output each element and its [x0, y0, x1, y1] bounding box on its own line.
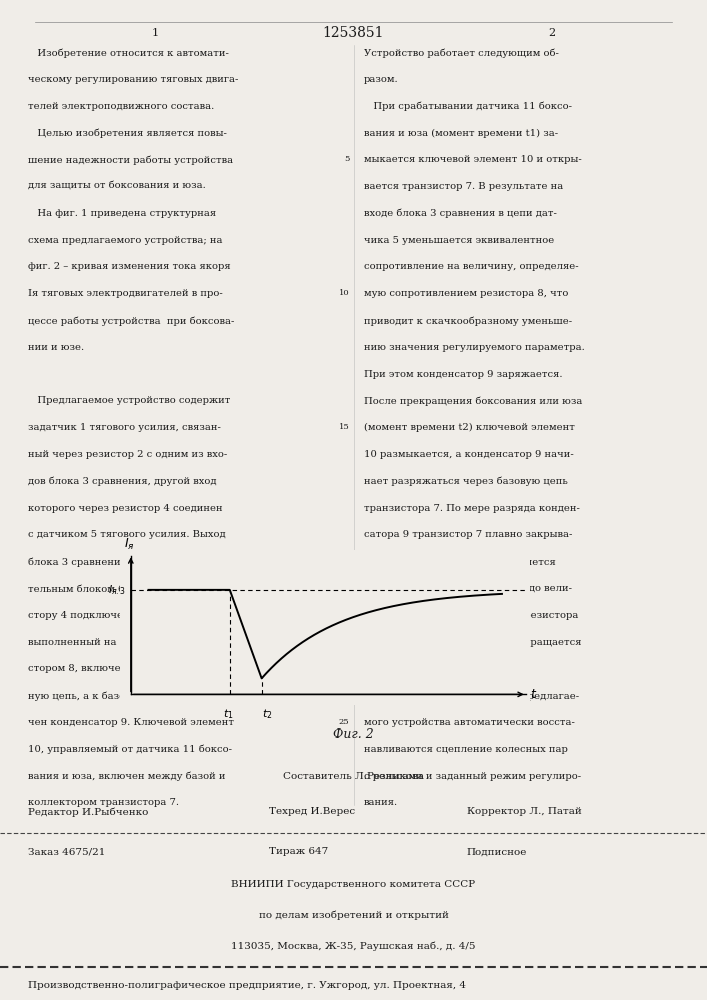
Text: Таким образом, с помощью предлагае-: Таким образом, с помощью предлагае- — [364, 691, 579, 701]
Text: мого устройства автоматически восста-: мого устройства автоматически восста- — [364, 718, 575, 727]
Text: ВНИИПИ Государственного комитета СССР: ВНИИПИ Государственного комитета СССР — [231, 880, 476, 889]
Text: нии и юзе.: нии и юзе. — [28, 343, 84, 352]
Text: нию значения регулируемого параметра.: нию значения регулируемого параметра. — [364, 343, 585, 352]
Text: навливаются сцепление колесных пар: навливаются сцепление колесных пар — [364, 745, 568, 754]
Text: тельным блоком 6. Параллельно рези-: тельным блоком 6. Параллельно рези- — [28, 584, 232, 594]
Text: мую сопротивлением резистора 8, что: мую сопротивлением резистора 8, что — [364, 289, 568, 298]
Text: с рельсами и заданный режим регулиро-: с рельсами и заданный режим регулиро- — [364, 772, 581, 781]
Text: Iя тяговых электродвигателей в про-: Iя тяговых электродвигателей в про- — [28, 289, 223, 298]
Text: Изобретение относится к автомати-: Изобретение относится к автомати- — [28, 48, 229, 57]
Text: Техред И.Верес: Техред И.Верес — [269, 807, 355, 816]
Text: Заказ 4675/21: Заказ 4675/21 — [28, 847, 105, 856]
Text: Тираж 647: Тираж 647 — [269, 847, 328, 856]
Text: $t_1$: $t_1$ — [223, 707, 233, 721]
Text: 20: 20 — [339, 557, 349, 565]
Text: выполненный на транзисторе 7 с рези-: выполненный на транзисторе 7 с рези- — [28, 638, 235, 647]
Text: 2: 2 — [548, 28, 555, 38]
Text: На фиг. 1 приведена структурная: На фиг. 1 приведена структурная — [28, 209, 216, 218]
Text: 1: 1 — [152, 28, 159, 38]
Text: приводит к скачкообразному уменьше-: приводит к скачкообразному уменьше- — [364, 316, 572, 326]
Text: $t_2$: $t_2$ — [262, 707, 272, 721]
Text: (момент времени t2) ключевой элемент: (момент времени t2) ключевой элемент — [364, 423, 575, 432]
Text: стором 8, включенным в его эмиттер-: стором 8, включенным в его эмиттер- — [28, 664, 228, 673]
Text: 10: 10 — [339, 289, 349, 297]
Text: разом.: разом. — [364, 75, 399, 84]
Text: для защиты от боксования и юза.: для защиты от боксования и юза. — [28, 182, 206, 191]
Text: ется и в цепи датчика 5 изменяется: ется и в цепи датчика 5 изменяется — [364, 557, 556, 566]
Text: эквивалентное сопротивление до вели-: эквивалентное сопротивление до вели- — [364, 584, 572, 593]
Text: сатора 9 транзистор 7 плавно закрыва-: сатора 9 транзистор 7 плавно закрыва- — [364, 530, 573, 539]
Text: 113035, Москва, Ж-35, Раушская наб., д. 4/5: 113035, Москва, Ж-35, Раушская наб., д. … — [231, 941, 476, 951]
Text: При срабатывании датчика 11 боксо-: При срабатывании датчика 11 боксо- — [364, 102, 572, 111]
Text: 5: 5 — [344, 155, 349, 163]
Text: блока 3 сравнения связан с исполни-: блока 3 сравнения связан с исполни- — [28, 557, 226, 567]
Text: После прекращения боксования или юза: После прекращения боксования или юза — [364, 396, 583, 406]
Text: вания.: вания. — [364, 798, 398, 807]
Text: $t$: $t$ — [530, 688, 537, 701]
Text: фиг. 2 – кривая изменения тока якоря: фиг. 2 – кривая изменения тока якоря — [28, 262, 231, 271]
Text: с датчиком 5 тягового усилия. Выход: с датчиком 5 тягового усилия. Выход — [28, 530, 226, 539]
Text: $I_{я.3}$: $I_{я.3}$ — [108, 583, 127, 597]
Text: 15: 15 — [339, 423, 349, 431]
Text: $I_я$: $I_я$ — [124, 537, 134, 552]
Text: цессе работы устройства  при боксова-: цессе работы устройства при боксова- — [28, 316, 235, 326]
Text: Корректор Л., Патай: Корректор Л., Патай — [467, 807, 581, 816]
Text: дов блока 3 сравнения, другой вход: дов блока 3 сравнения, другой вход — [28, 477, 217, 486]
Text: транзистора 7. По мере разряда конден-: транзистора 7. По мере разряда конден- — [364, 504, 580, 513]
Text: мыкается ключевой элемент 10 и откры-: мыкается ключевой элемент 10 и откры- — [364, 155, 582, 164]
Text: Редактор И.Рыбченко: Редактор И.Рыбченко — [28, 807, 148, 817]
Text: 10, управляемый от датчика 11 боксо-: 10, управляемый от датчика 11 боксо- — [28, 745, 233, 754]
Text: телей электроподвижного состава.: телей электроподвижного состава. — [28, 102, 214, 111]
Text: вания и юза (момент времени t1) за-: вания и юза (момент времени t1) за- — [364, 128, 559, 138]
Text: входе блока 3 сравнения в цепи дат-: входе блока 3 сравнения в цепи дат- — [364, 209, 557, 218]
Text: схема предлагаемого устройства; на: схема предлагаемого устройства; на — [28, 236, 223, 245]
Text: Производственно-полиграфическое предприятие, г. Ужгород, ул. Проектная, 4: Производственно-полиграфическое предприя… — [28, 981, 467, 990]
Text: нает разряжаться через базовую цепь: нает разряжаться через базовую цепь — [364, 477, 568, 486]
Text: коллектором транзистора 7.: коллектором транзистора 7. — [28, 798, 180, 807]
Text: чины, равной сопротивлению резистора: чины, равной сопротивлению резистора — [364, 611, 578, 620]
Text: стору 4 подключен ключевой элемент,: стору 4 подключен ключевой элемент, — [28, 611, 235, 620]
Text: 4. Система регулирования возвращается: 4. Система регулирования возвращается — [364, 638, 582, 647]
Text: ную цепь, а к базе транзистора 7 подклю-: ную цепь, а к базе транзистора 7 подклю- — [28, 691, 251, 701]
Text: чен конденсатор 9. Ключевой элемент: чен конденсатор 9. Ключевой элемент — [28, 718, 234, 727]
Text: Фиг. 2: Фиг. 2 — [333, 728, 374, 741]
Text: сопротивление на величину, определяе-: сопротивление на величину, определяе- — [364, 262, 579, 271]
Text: Подписное: Подписное — [467, 847, 527, 856]
Text: 10 размыкается, а конденсатор 9 начи-: 10 размыкается, а конденсатор 9 начи- — [364, 450, 574, 459]
Text: шение надежности работы устройства: шение надежности работы устройства — [28, 155, 233, 165]
Text: Устройство работает следующим об-: Устройство работает следующим об- — [364, 48, 559, 57]
Text: вания и юза, включен между базой и: вания и юза, включен между базой и — [28, 772, 226, 781]
Text: которого через резистор 4 соединен: которого через резистор 4 соединен — [28, 504, 223, 513]
Text: Составитель Л.Резникова: Составитель Л.Резникова — [283, 772, 424, 781]
Text: в исходное состояние.: в исходное состояние. — [364, 664, 482, 673]
Text: Целью изобретения является повы-: Целью изобретения является повы- — [28, 128, 227, 138]
Text: по делам изобретений и открытий: по делам изобретений и открытий — [259, 911, 448, 920]
Text: ный через резистор 2 с одним из вхо-: ный через резистор 2 с одним из вхо- — [28, 450, 228, 459]
Text: вается транзистор 7. В результате на: вается транзистор 7. В результате на — [364, 182, 563, 191]
Text: ческому регулированию тяговых двига-: ческому регулированию тяговых двига- — [28, 75, 239, 84]
Text: 1253851: 1253851 — [323, 26, 384, 40]
Text: 25: 25 — [339, 718, 349, 726]
Text: чика 5 уменьшается эквивалентное: чика 5 уменьшается эквивалентное — [364, 236, 554, 245]
Text: При этом конденсатор 9 заряжается.: При этом конденсатор 9 заряжается. — [364, 370, 563, 379]
Text: задатчик 1 тягового усилия, связан-: задатчик 1 тягового усилия, связан- — [28, 423, 221, 432]
Text: Предлагаемое устройство содержит: Предлагаемое устройство содержит — [28, 396, 230, 405]
